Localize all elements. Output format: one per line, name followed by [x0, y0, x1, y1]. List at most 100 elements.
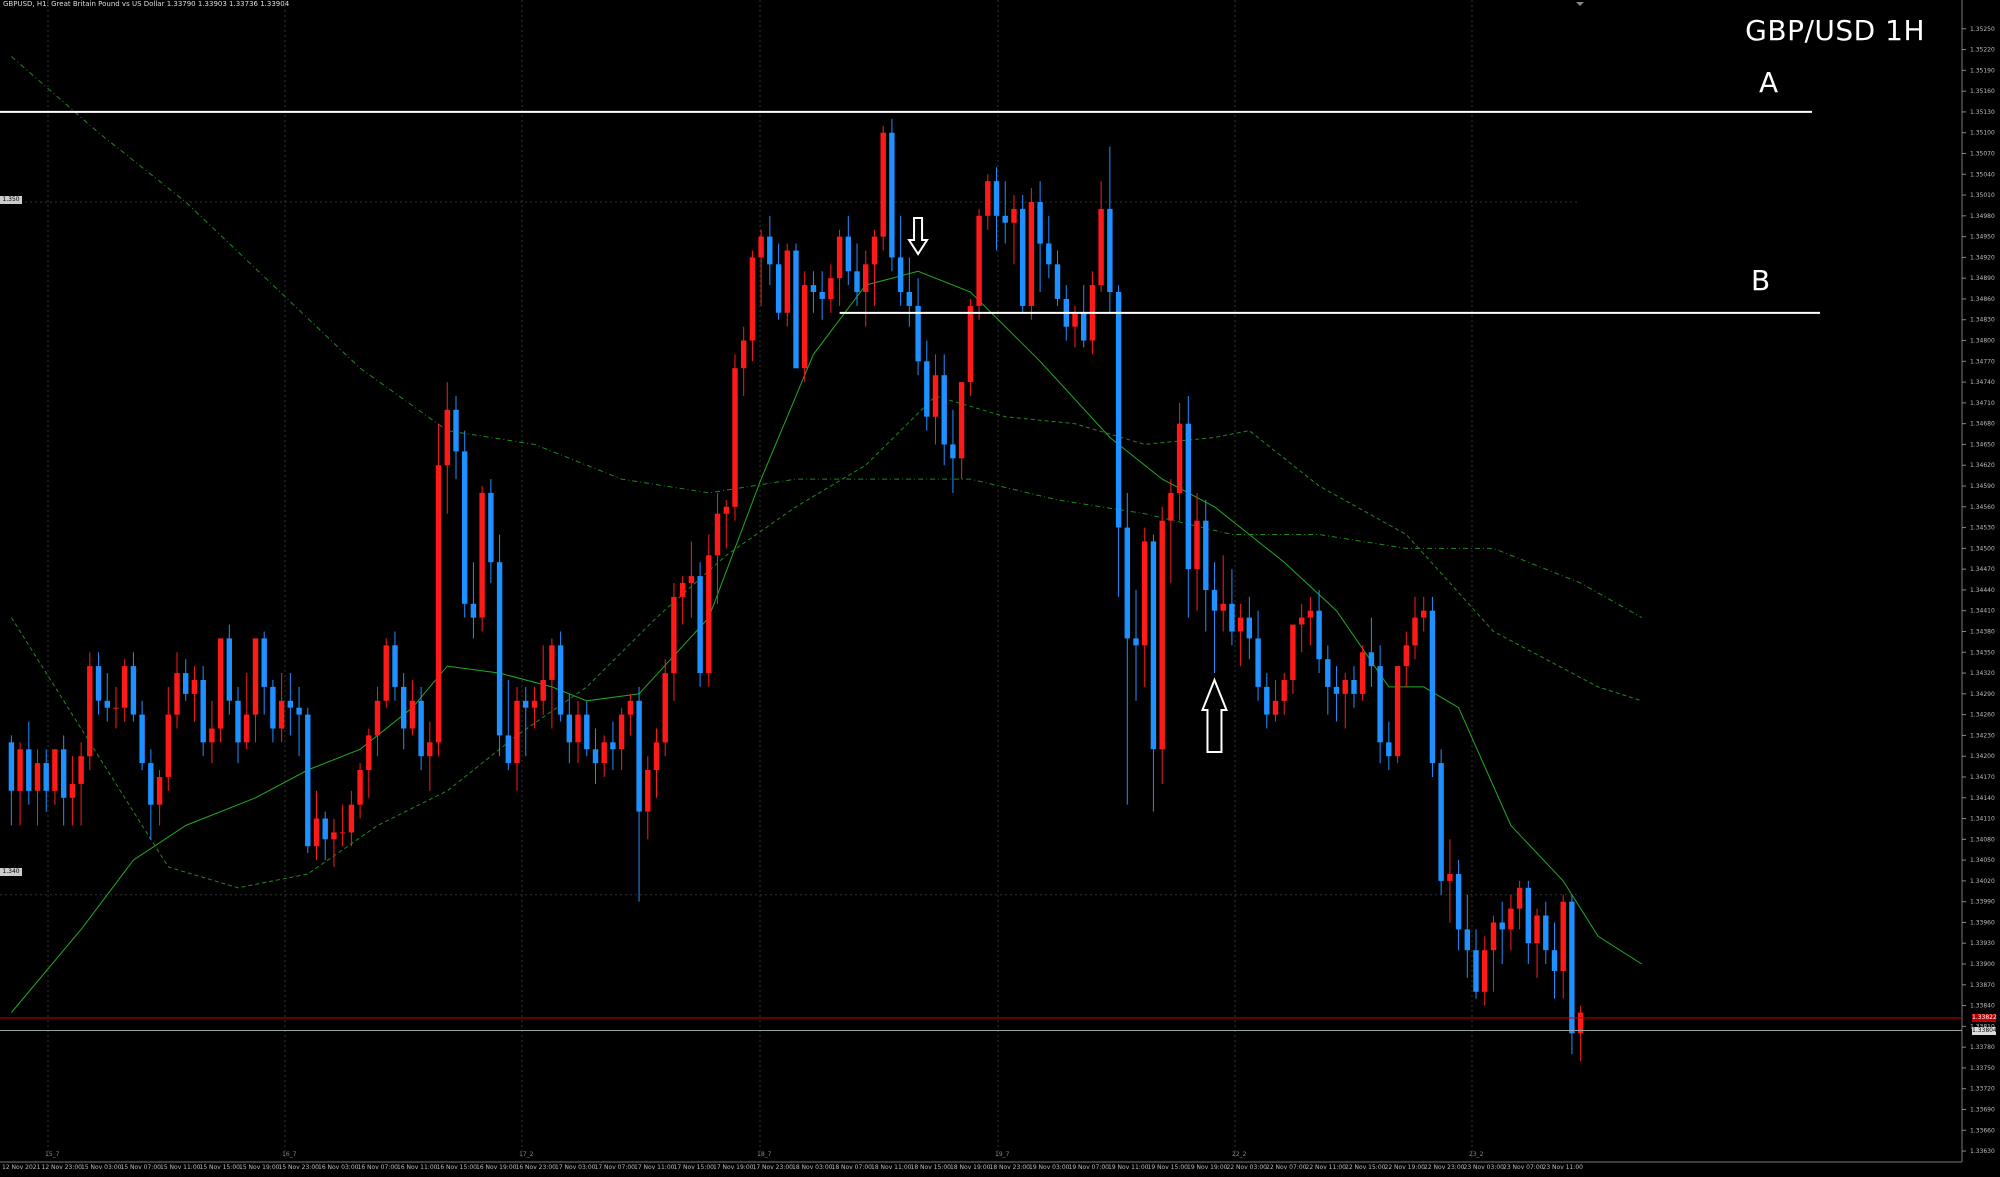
arrows[interactable] [907, 217, 1228, 753]
time-tick-label: 22 Nov 03:00 [1227, 1164, 1268, 1171]
horizontal-lines[interactable] [0, 110, 1962, 1032]
candle-bull [1299, 617, 1305, 625]
price-tick-label: 1.34140 [1970, 795, 1995, 802]
price-tick-label: 1.35040 [1970, 171, 1995, 178]
price-tick-label: 1.34020 [1970, 878, 1995, 885]
candle-bear [418, 700, 424, 757]
price-tick-label: 1.35130 [1970, 109, 1995, 116]
price-tick-label: 1.34830 [1970, 317, 1995, 324]
candle-bull [1360, 652, 1366, 694]
left-price-tag-upper: 1.350 [0, 196, 22, 204]
candle-bear [584, 714, 590, 750]
candle-bear [287, 700, 293, 708]
candle-bear [915, 305, 921, 362]
candle-bull [1281, 680, 1287, 701]
candle-bull [191, 680, 198, 694]
time-tick-label: 15 Nov 23:00 [279, 1164, 320, 1171]
candle-bear [1473, 950, 1479, 992]
candle-bull [958, 382, 965, 459]
price-tick-label: 1.33630 [1970, 1148, 1995, 1155]
candle-bear [470, 603, 477, 618]
candle-bull [348, 804, 355, 833]
candle-bull [339, 832, 346, 834]
line-a-label: A [1759, 66, 1779, 99]
time-tick-label: 12 Nov 23:00 [42, 1164, 83, 1171]
candle-bull [531, 700, 538, 708]
candle-bear [557, 645, 564, 715]
price-tick-label: 1.34590 [1970, 483, 1995, 490]
candle-bull [374, 700, 381, 736]
candle-bear [793, 250, 799, 369]
price-tick-label: 1.33990 [1970, 899, 1995, 906]
candle-bear [1455, 874, 1462, 930]
candle-bull [1272, 700, 1279, 715]
day-separator-label: 17_2 [519, 1151, 534, 1158]
chart-title: GBP/USD 1H [1745, 14, 1925, 47]
candle-bear [775, 264, 782, 313]
candle-bull [209, 728, 215, 743]
candle-bear [8, 742, 15, 791]
candle-bear [95, 666, 102, 701]
price-tick-label: 1.34200 [1970, 753, 1995, 760]
day-separator-label: 18_7 [757, 1151, 772, 1158]
time-tick-label: 19 Nov 19:00 [1187, 1164, 1228, 1171]
candle-bull [122, 666, 128, 708]
candle-bear [1185, 423, 1191, 570]
candle-bear [1386, 742, 1392, 757]
down-arrow-icon[interactable] [907, 217, 929, 256]
price-tick-label: 1.34170 [1970, 774, 1995, 781]
candle-bull [575, 714, 581, 743]
candle-bear [1525, 887, 1531, 944]
candle-bull [549, 645, 555, 680]
candle-bull [871, 236, 878, 265]
price-tick-label: 1.34080 [1970, 836, 1995, 843]
up-arrow-icon[interactable] [1201, 677, 1228, 753]
price-tick-label: 1.34860 [1970, 296, 1995, 303]
candle-bull [113, 707, 119, 709]
candle-bear [993, 181, 1000, 216]
candle-bear [1054, 264, 1061, 299]
candle-bull [409, 700, 416, 729]
candle-bear [235, 700, 241, 743]
candle-bull [601, 742, 607, 764]
time-tick-label: 15 Nov 03:00 [81, 1164, 122, 1171]
time-tick-label: 17 Nov 23:00 [753, 1164, 794, 1171]
candle-bull [69, 783, 76, 798]
candle-bear [1569, 901, 1575, 1034]
candles [8, 118, 1584, 1062]
time-tick-label: 22 Nov 23:00 [1424, 1164, 1465, 1171]
candle-bull [383, 645, 389, 701]
candle-bull [671, 596, 677, 674]
candle-bear [697, 576, 703, 674]
day-separator-label: 22_2 [1232, 1151, 1247, 1158]
candle-bear [462, 451, 468, 604]
candle-bear [1203, 520, 1209, 590]
candle-bull [714, 513, 721, 556]
day-separator-label: 23_2 [1469, 1151, 1484, 1158]
day-separator-label: 15_7 [45, 1151, 60, 1158]
candle-bear [1246, 617, 1252, 639]
candle-bear [1150, 541, 1157, 750]
candle-bull [217, 638, 224, 729]
price-tick-label: 1.34110 [1970, 816, 1995, 823]
time-axis: 12 Nov 2021 12 Nov 23:00 15 Nov 03:00 15 No… [2, 1164, 1583, 1171]
candle-bear [1325, 659, 1331, 687]
candle-bull [1447, 874, 1453, 881]
candle-bear [566, 714, 572, 743]
moving-averages [10, 56, 1642, 1013]
candle-bear [1037, 202, 1043, 244]
time-tick-label: 23 Nov 07:00 [1503, 1164, 1544, 1171]
time-tick-label: 19 Nov 15:00 [1148, 1164, 1189, 1171]
scroll-marker-icon[interactable] [1576, 2, 1584, 6]
time-tick-label: 18 Nov 03:00 [792, 1164, 833, 1171]
candle-bear [523, 700, 529, 708]
candle-bear [1551, 950, 1558, 971]
candle-bear [505, 735, 511, 764]
candle-bull [252, 638, 259, 715]
time-tick-label: 16 Nov 23:00 [516, 1164, 557, 1171]
time-tick-label: 16 Nov 19:00 [476, 1164, 517, 1171]
candle-bull [87, 666, 93, 757]
time-tick-label: 16 Nov 11:00 [397, 1164, 438, 1171]
